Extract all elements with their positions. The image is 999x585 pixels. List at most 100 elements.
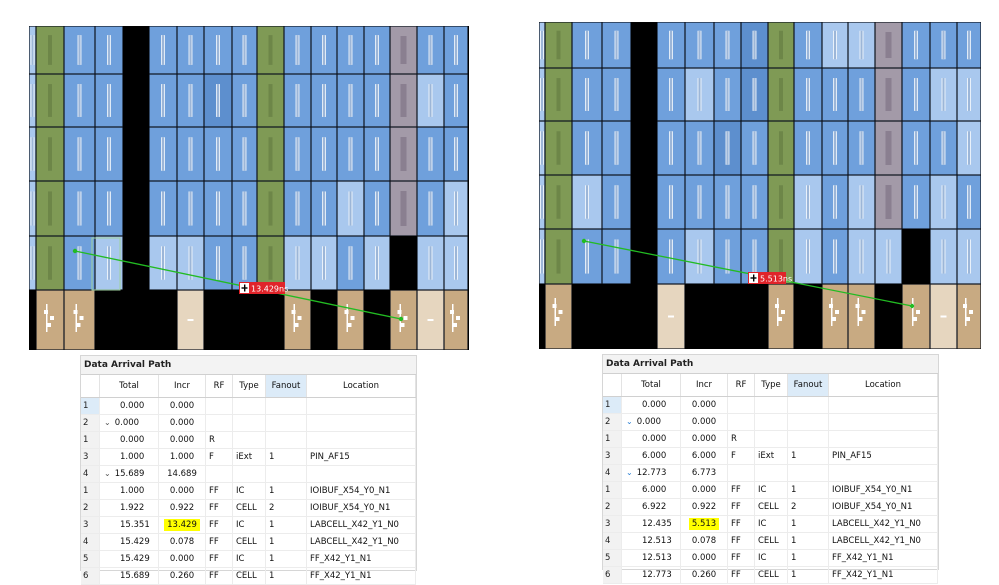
table-row[interactable]: 6 15.689 0.260 FF CELL 1 FF_X42_Y1_N1 [81, 567, 416, 585]
total-cell: 0.000 [120, 401, 145, 411]
column-header[interactable]: Incr [680, 374, 728, 397]
column-header[interactable]: Incr [158, 375, 206, 398]
chip-floorplan-left[interactable]: 13.429ns [29, 26, 469, 350]
chevron-down-icon[interactable]: ⌄ [626, 468, 633, 477]
chevron-down-icon[interactable]: ⌄ [626, 417, 633, 426]
table-row[interactable]: 2 ⌄ 0.000 0.000 [603, 413, 938, 431]
incr-cell: 0.000 [169, 418, 195, 428]
path-dest-dot [398, 316, 404, 322]
incr-cell: 14.689 [167, 469, 197, 479]
row-number: 1 [605, 400, 611, 410]
chip-floorplan-right[interactable]: 5.513ns [539, 22, 981, 349]
total-cell: 15.689 [114, 469, 145, 479]
path-source-dot [72, 248, 78, 254]
fanout-cell: 1 [791, 451, 797, 461]
row-number: 4 [83, 537, 89, 547]
table-row[interactable]: 1 1.000 0.000 FF IC 1 IOIBUF_X54_Y0_N1 [81, 482, 416, 500]
cell-glyph [48, 137, 52, 171]
io-block [768, 284, 794, 349]
io-block [545, 284, 572, 349]
column-header[interactable]: Type [232, 375, 266, 398]
type-cell: IC [758, 553, 767, 563]
column-header[interactable]: Type [754, 374, 788, 397]
cell-glyph [556, 30, 561, 60]
total-cell: 12.773 [636, 468, 667, 478]
rf-cell: FF [209, 486, 219, 496]
table-row[interactable]: 4 15.429 0.078 FF CELL 1 LABCELL_X42_Y1_N0 [81, 533, 416, 551]
column-header[interactable] [81, 375, 100, 398]
location-cell: LABCELL_X42_Y1_N0 [832, 519, 921, 529]
timing-table-left: Total Incr RF Type Fanout Location 1 0.000 0.00… [81, 375, 416, 585]
total-cell: 12.513 [642, 536, 672, 546]
cell-glyph [779, 30, 783, 60]
fanout-cell: 1 [791, 485, 797, 495]
location-cell: FF_X42_Y1_N1 [310, 571, 372, 581]
lab-block [149, 236, 177, 290]
incr-cell: 0.000 [169, 401, 195, 411]
cell-glyph [48, 191, 52, 226]
column-header[interactable]: Location [828, 374, 938, 397]
table-row[interactable]: 6 12.773 0.260 FF CELL 1 FF_X42_Y1_N1 [603, 566, 938, 584]
cell-glyph [48, 84, 52, 117]
location-cell: IOIBUF_X54_Y0_N1 [832, 485, 913, 495]
column-header[interactable]: Location [306, 375, 416, 398]
table-row[interactable]: 4 ⌄ 15.689 14.689 [81, 465, 416, 483]
rf-cell: FF [209, 503, 219, 513]
io-pin-glyph [187, 319, 194, 321]
incr-cell: 0.000 [169, 486, 195, 496]
rf-cell: FF [209, 571, 219, 581]
column-header[interactable]: RF [727, 374, 755, 397]
type-cell: IC [758, 519, 767, 529]
m20k-block [390, 127, 417, 181]
column-header[interactable] [603, 374, 622, 397]
table-row[interactable]: 2 6.922 0.922 FF CELL 2 IOIBUF_X54_Y0_N1 [603, 498, 938, 516]
column-header[interactable]: Fanout [787, 374, 829, 397]
table-row[interactable]: 3 12.435 5.513 FF IC 1 LABCELL_X42_Y1_N0 [603, 515, 938, 533]
table-row[interactable]: 1 6.000 0.000 FF IC 1 IOIBUF_X54_Y0_N1 [603, 481, 938, 499]
column-header[interactable]: Total [99, 375, 159, 398]
incr-cell: 0.922 [691, 502, 717, 512]
lab-block [232, 74, 257, 127]
table-row[interactable]: 1 0.000 0.000 R [603, 430, 938, 448]
total-cell: 0.000 [642, 400, 667, 410]
incr-cell: 6.773 [691, 468, 717, 478]
type-cell: CELL [758, 570, 779, 580]
chip-planner-right[interactable]: 5.513ns [539, 22, 981, 349]
chip-planner-left[interactable]: 13.429ns [29, 26, 469, 350]
column-header[interactable]: Fanout [265, 375, 307, 398]
cell-glyph [779, 185, 783, 219]
data-arrival-path-panel-left: Data Arrival Path Total Incr RF Type Fanout L… [80, 355, 417, 585]
table-row[interactable]: 1 0.000 0.000 R [81, 431, 416, 449]
rf-cell: FF [731, 536, 741, 546]
row-number: 2 [83, 418, 89, 428]
routing-path-line [74, 250, 402, 320]
chevron-down-icon[interactable]: ⌄ [104, 469, 111, 478]
table-row[interactable]: 1 0.000 0.000 [603, 396, 938, 414]
column-header[interactable]: RF [205, 375, 233, 398]
total-cell: 6.922 [642, 502, 667, 512]
table-row[interactable]: 3 15.351 13.429 FF IC 1 LABCELL_X42_Y1_N0 [81, 516, 416, 534]
rf-cell: R [731, 434, 737, 444]
column-header[interactable]: Total [621, 374, 681, 397]
fanout-cell: 1 [269, 452, 275, 462]
cell-glyph [268, 137, 273, 171]
table-row[interactable]: 4 12.513 0.078 FF CELL 1 LABCELL_X42_Y1_N0 [603, 532, 938, 550]
row-number: 2 [605, 502, 611, 512]
row-number: 1 [605, 485, 611, 495]
total-cell: 12.773 [642, 570, 672, 580]
table-row[interactable]: 5 12.513 0.000 FF IC 1 FF_X42_Y1_N1 [603, 549, 938, 567]
table-row[interactable]: 2 1.922 0.922 FF CELL 2 IOIBUF_X54_Y0_N1 [81, 499, 416, 517]
chevron-down-icon[interactable]: ⌄ [104, 418, 111, 427]
table-row[interactable]: 5 15.429 0.000 FF IC 1 FF_X42_Y1_N1 [81, 550, 416, 568]
table-row[interactable]: 1 0.000 0.000 [81, 397, 416, 415]
incr-cell: 0.000 [169, 554, 195, 564]
table-row[interactable]: 4 ⌄ 12.773 6.773 [603, 464, 938, 482]
fanout-cell: 1 [791, 570, 797, 580]
table-row[interactable]: 2 ⌄ 0.000 0.000 [81, 414, 416, 432]
total-cell: 0.000 [114, 418, 140, 428]
incr-cell: 13.429 [164, 519, 200, 531]
timing-table-right: Total Incr RF Type Fanout Location 1 0.000 0.00… [603, 374, 938, 584]
panel-title: Data Arrival Path [81, 356, 416, 375]
